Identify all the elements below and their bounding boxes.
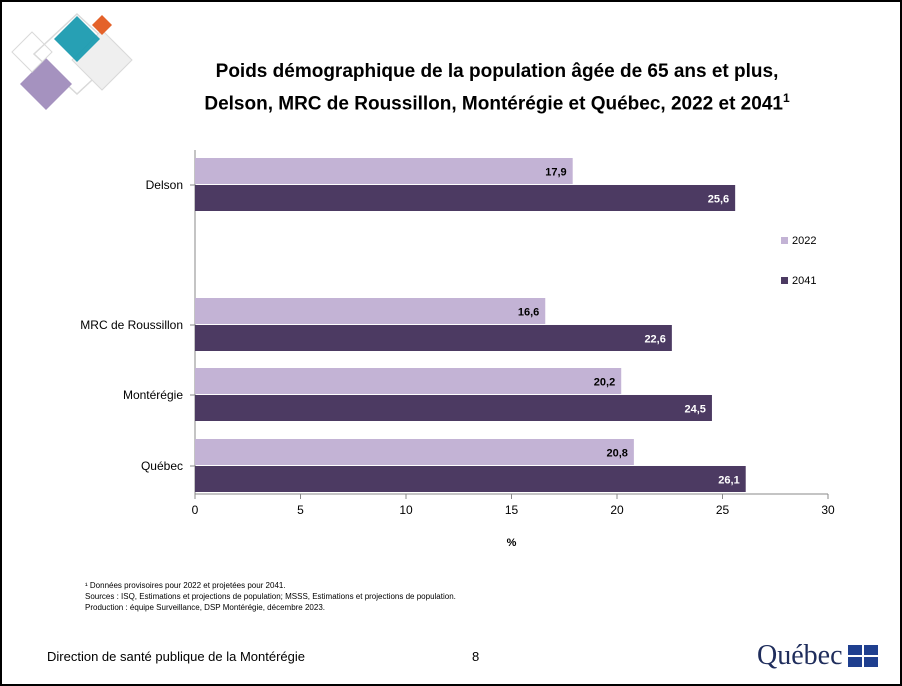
footnote-1: ¹ Données provisoires pour 2022 et proje… [85, 581, 286, 590]
bar-2022 [195, 439, 634, 465]
category-label: Delson [146, 178, 183, 192]
data-label-2022: 20,2 [594, 377, 615, 389]
chart-title-line1: Poids démographique de la population âgé… [215, 61, 779, 82]
data-label-2041: 22,6 [644, 334, 665, 346]
bar-2022 [195, 298, 546, 324]
x-tick-label: 15 [505, 503, 519, 517]
data-label-2022: 16,6 [518, 307, 539, 319]
footnotes: ¹ Données provisoires pour 2022 et proje… [85, 580, 456, 613]
bar-2041 [195, 185, 736, 211]
footnote-sources: Sources : ISQ, Estimations et projection… [85, 592, 456, 601]
quebec-logo-text: Québec [757, 640, 843, 671]
legend-label-2041: 2041 [792, 275, 816, 287]
data-label-2041: 26,1 [718, 475, 739, 487]
chart-title-line2-text: Delson, MRC de Roussillon, Montérégie et… [204, 93, 783, 115]
legend-label-2022: 2022 [792, 235, 816, 247]
legend-swatch-2041 [781, 277, 788, 284]
bar-2022 [195, 158, 573, 184]
chart-title-line2: Delson, MRC de Roussillon, Montérégie et… [152, 85, 842, 117]
quebec-flag-icon [847, 645, 878, 667]
x-tick-label: 30 [821, 503, 835, 517]
page-number: 8 [472, 649, 480, 664]
footer-organization: Direction de santé publique de la Montér… [47, 649, 306, 664]
bar-2022 [195, 368, 622, 394]
quebec-logo: Québec [757, 640, 878, 672]
bar-2041 [195, 395, 712, 421]
footnote-production: Production : équipe Surveillance, DSP Mo… [85, 603, 325, 612]
data-label-2041: 25,6 [708, 194, 729, 206]
category-label: Québec [141, 459, 183, 473]
data-label-2022: 17,9 [545, 167, 566, 179]
x-tick-label: 0 [192, 503, 199, 517]
x-tick-label: 5 [297, 503, 304, 517]
chart-title: Poids démographique de la population âgé… [152, 58, 842, 117]
legend-swatch-2022 [781, 237, 788, 244]
data-label-2022: 20,8 [606, 448, 627, 460]
decorative-diamonds [11, 12, 133, 110]
bar-2041 [195, 466, 746, 492]
category-label: MRC de Roussillon [80, 318, 183, 332]
x-tick-label: 20 [610, 503, 624, 517]
x-tick-label: 10 [399, 503, 413, 517]
category-label: Montérégie [123, 388, 183, 402]
data-label-2041: 24,5 [685, 404, 706, 416]
bar-2041 [195, 325, 672, 351]
x-tick-label: 25 [716, 503, 730, 517]
x-axis-title: % [507, 537, 517, 549]
title-footnote-mark: 1 [782, 91, 790, 105]
bar-chart: 0 5 10 15 20 25 30% Delson 17,9 25,6 MRC de Roussi… [80, 150, 835, 549]
